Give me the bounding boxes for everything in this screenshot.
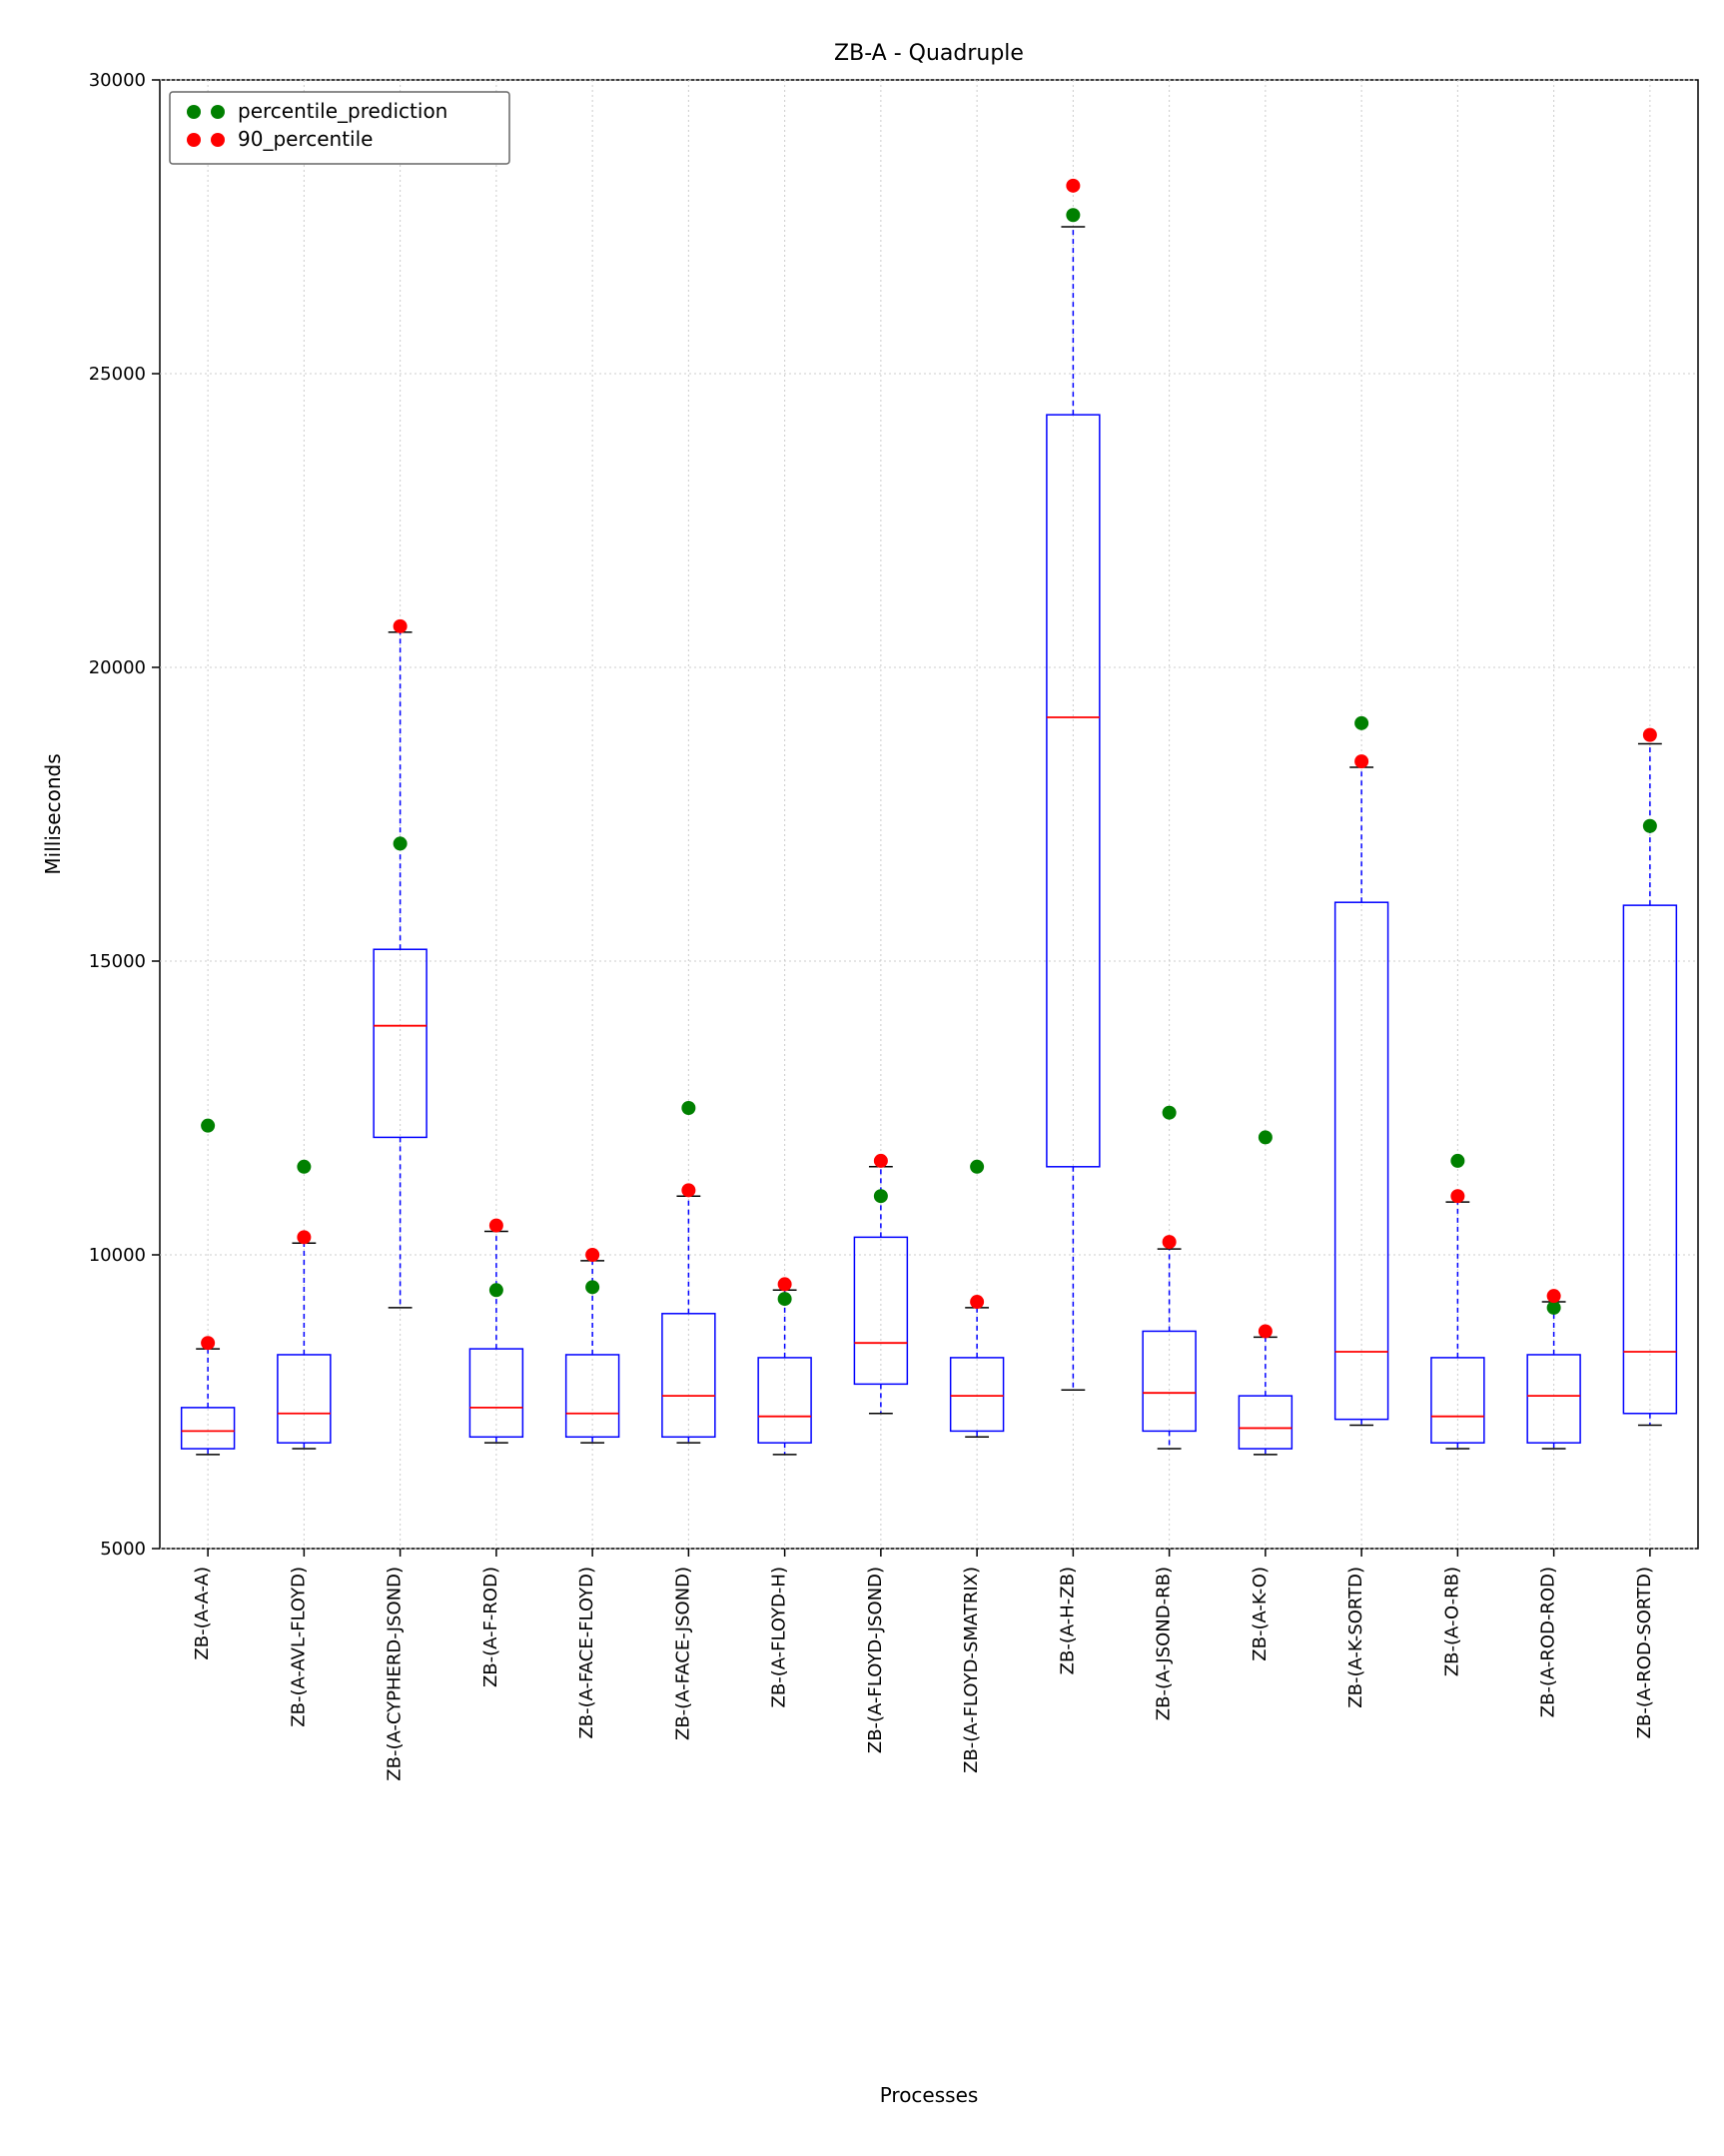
y-tick-label: 30000	[89, 70, 146, 91]
y-tick-label: 20000	[89, 657, 146, 678]
p90-point	[297, 1230, 311, 1244]
legend-label: 90_percentile	[238, 127, 373, 151]
prediction-point	[1066, 208, 1080, 222]
p90-point	[681, 1183, 695, 1197]
y-tick-label: 25000	[89, 364, 146, 385]
x-tick-label: ZB-(A-FACE-JSOND)	[672, 1567, 693, 1740]
p90-point	[1643, 728, 1657, 742]
p90-point	[1066, 179, 1080, 193]
prediction-point	[489, 1283, 503, 1297]
x-axis-label: Processes	[880, 2083, 979, 2107]
p90-point	[1354, 754, 1368, 768]
legend-label: percentile_prediction	[238, 99, 447, 123]
p90-point	[778, 1277, 792, 1291]
x-tick-label: ZB-(A-F-ROD)	[480, 1567, 501, 1687]
p90-point	[1547, 1289, 1561, 1303]
prediction-point	[1450, 1154, 1464, 1168]
legend-marker	[187, 133, 201, 147]
prediction-point	[681, 1101, 695, 1115]
p90-point	[394, 619, 408, 633]
prediction-point	[1643, 819, 1657, 833]
p90-point	[201, 1336, 215, 1350]
x-tick-label: ZB-(A-A-A)	[192, 1567, 213, 1660]
p90-point	[1163, 1235, 1177, 1249]
x-tick-label: ZB-(A-FLOYD-JSOND)	[865, 1567, 886, 1753]
legend-marker	[211, 133, 225, 147]
p90-point	[489, 1219, 503, 1233]
p90-point	[970, 1295, 984, 1309]
y-tick-label: 10000	[89, 1245, 146, 1266]
chart-svg: 5000 10000 15000 20000 25000 30000 ZB-(A-A-A) Z…	[20, 20, 1724, 2132]
x-tick-label: ZB-(A-K-SORTD)	[1345, 1567, 1366, 1708]
prediction-point	[1163, 1106, 1177, 1120]
prediction-point	[874, 1189, 888, 1203]
prediction-point	[394, 836, 408, 850]
chart-title: ZB-A - Quadruple	[834, 41, 1024, 66]
legend-marker	[211, 105, 225, 119]
boxplot-chart: 5000 10000 15000 20000 25000 30000 ZB-(A-A-A) Z…	[20, 20, 1704, 2136]
x-tick-label: ZB-(A-ROD-ROD)	[1538, 1567, 1559, 1717]
prediction-point	[1354, 716, 1368, 730]
y-tick-label: 5000	[100, 1539, 146, 1560]
y-axis-label: Milliseconds	[41, 753, 65, 874]
x-tick-label: ZB-(A-FACE-FLOYD)	[576, 1567, 597, 1739]
p90-point	[874, 1154, 888, 1168]
x-tick-label: ZB-(A-K-O)	[1250, 1567, 1271, 1661]
x-tick-label: ZB-(A-ROD-SORTD)	[1634, 1567, 1655, 1738]
x-tick-label: ZB-(A-FLOYD-H)	[769, 1567, 790, 1707]
prediction-point	[201, 1119, 215, 1133]
y-tick-label: 15000	[89, 951, 146, 972]
x-tick-label: ZB-(A-H-ZB)	[1057, 1567, 1078, 1674]
prediction-point	[1259, 1130, 1273, 1144]
prediction-point	[297, 1160, 311, 1174]
x-tick-label: ZB-(A-CYPHERD-JSOND)	[385, 1567, 406, 1781]
p90-point	[585, 1248, 599, 1262]
x-tick-label: ZB-(A-FLOYD-SMATRIX)	[961, 1567, 982, 1773]
prediction-point	[778, 1292, 792, 1306]
prediction-point	[585, 1280, 599, 1294]
prediction-point	[970, 1160, 984, 1174]
x-tick-label: ZB-(A-AVL-FLOYD)	[288, 1567, 309, 1727]
p90-point	[1450, 1189, 1464, 1203]
x-tick-label: ZB-(A-JSOND-RB)	[1154, 1567, 1175, 1720]
p90-point	[1259, 1324, 1273, 1338]
x-tick-label: ZB-(A-O-RB)	[1441, 1567, 1462, 1676]
legend-marker	[187, 105, 201, 119]
